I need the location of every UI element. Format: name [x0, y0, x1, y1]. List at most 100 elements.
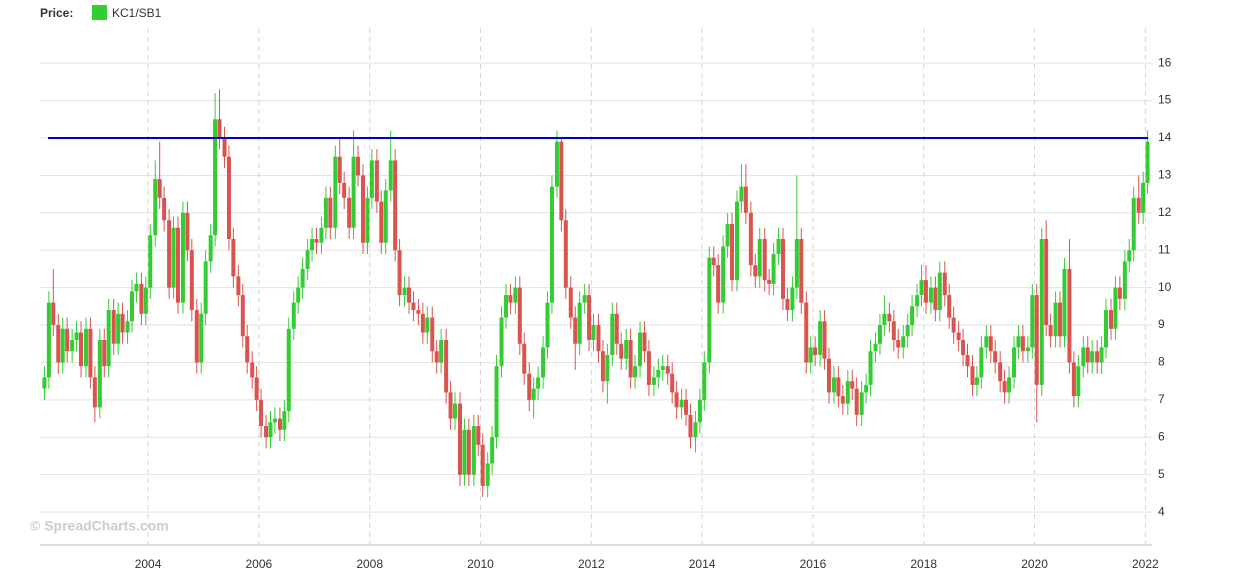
y-tick-label: 7 [1158, 392, 1165, 406]
candle-body [693, 422, 698, 438]
candle-body [199, 313, 204, 363]
candle-body [605, 354, 610, 382]
candle-body [836, 377, 841, 397]
candle-body [420, 313, 425, 333]
candle-body [1131, 197, 1136, 251]
candle-body [268, 422, 273, 438]
candle-body [444, 339, 449, 393]
candle-body [591, 325, 596, 340]
candle-body [139, 283, 144, 314]
y-tick-label: 15 [1158, 93, 1172, 107]
candle-body [785, 298, 790, 311]
candle-body [374, 160, 379, 202]
candle-body [707, 257, 712, 363]
candle-body [134, 283, 139, 292]
y-tick-label: 16 [1158, 55, 1172, 69]
candle-body [1076, 366, 1081, 397]
candle-body [956, 332, 961, 340]
candle-body [688, 414, 693, 438]
candle-body [1099, 347, 1104, 363]
candle-body [1048, 325, 1053, 337]
candle-body [494, 366, 499, 438]
candle-body [757, 238, 762, 277]
candle-body [577, 302, 582, 344]
y-tick-label: 14 [1158, 130, 1172, 144]
candle-body [185, 212, 190, 251]
candle-body [831, 377, 836, 393]
candle-body [794, 238, 799, 288]
candle-body [356, 156, 361, 176]
candle-body [1067, 268, 1072, 363]
candle-body [365, 197, 370, 243]
candle-body [531, 388, 536, 400]
candle-body [254, 377, 259, 400]
candle-body [411, 302, 416, 311]
candle-body [480, 444, 485, 486]
candle-body [245, 336, 250, 363]
candle-body [1034, 295, 1039, 385]
candle-body [503, 295, 508, 318]
candle-body [1085, 347, 1090, 363]
legend-swatch [92, 5, 107, 20]
candle-body [92, 377, 97, 408]
candle-body [194, 310, 199, 363]
candle-body [430, 317, 435, 352]
candle-body [1062, 268, 1067, 337]
candle-body [240, 295, 245, 337]
candle-body [508, 295, 513, 303]
candle-body [1012, 347, 1017, 378]
candle-body [947, 295, 952, 318]
candle-body [642, 332, 647, 352]
candle-body [42, 377, 47, 389]
y-tick-label: 6 [1158, 429, 1165, 443]
candle-body [624, 339, 629, 359]
candle-body [466, 429, 471, 475]
candle-body [208, 235, 213, 262]
candle-body [545, 302, 550, 348]
candle-body [471, 426, 476, 475]
candle-body [153, 179, 158, 236]
candle-body [928, 287, 933, 303]
candle-body [1030, 295, 1035, 348]
candle-body [434, 351, 439, 363]
candle-body [1141, 182, 1146, 213]
candle-body [300, 268, 305, 288]
candle-body [813, 347, 818, 355]
x-tick-label: 2004 [135, 557, 162, 571]
y-tick-label: 9 [1158, 317, 1165, 331]
candle-body [735, 201, 740, 281]
candle-body [379, 201, 384, 243]
candle-body [314, 238, 319, 243]
candle-body [854, 388, 859, 415]
candle-body [56, 325, 61, 363]
candle-body [499, 317, 504, 367]
candle-body [277, 418, 282, 430]
candle-body [393, 160, 398, 251]
candle-body [993, 351, 998, 363]
candle-body [790, 287, 795, 311]
candle-body [771, 253, 776, 284]
candle-body [901, 336, 906, 348]
candle-body [1044, 238, 1049, 326]
candle-body [226, 156, 231, 239]
candle-body [175, 227, 180, 303]
candle-body [619, 343, 624, 359]
candle-body [416, 310, 421, 314]
candle-body [250, 362, 255, 378]
candle-body [457, 403, 462, 475]
candle-body [799, 238, 804, 303]
candle-body [203, 261, 208, 314]
candle-body [1104, 310, 1109, 348]
candle-body [845, 381, 850, 404]
candle-body [541, 347, 546, 378]
candle-body [70, 339, 75, 352]
candle-body [162, 197, 167, 221]
candle-body [826, 358, 831, 393]
candle-body [937, 272, 942, 311]
candle-body [527, 373, 532, 400]
candle-body [730, 224, 735, 281]
candle-body [660, 366, 665, 370]
candle-body [674, 392, 679, 408]
candle-body [877, 325, 882, 344]
candle-body [388, 160, 393, 191]
